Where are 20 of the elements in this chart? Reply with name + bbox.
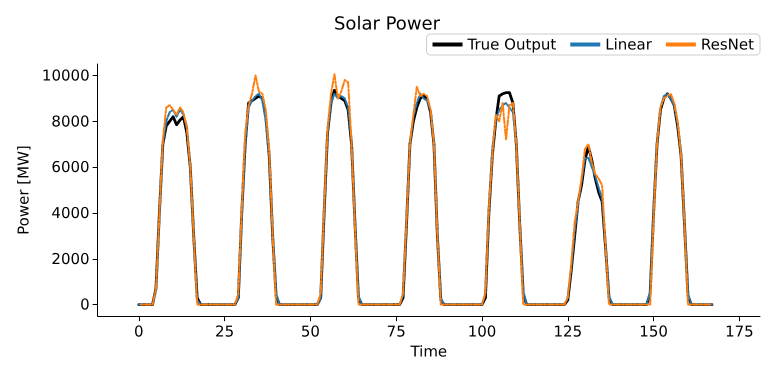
legend-label: True Output bbox=[466, 36, 556, 54]
x-tick-label: 50 bbox=[300, 322, 320, 341]
chart-title: Solar Power bbox=[334, 14, 441, 34]
x-tick-label: 125 bbox=[553, 322, 582, 341]
y-tick-label: 10000 bbox=[42, 66, 90, 84]
y-axis-title: Power [MW] bbox=[14, 145, 32, 235]
y-tick-label: 8000 bbox=[51, 112, 90, 130]
x-tick-label: 100 bbox=[468, 322, 496, 341]
x-axis-title: Time bbox=[409, 342, 448, 360]
y-tick-label: 0 bbox=[80, 296, 90, 314]
x-tick-label: 175 bbox=[725, 322, 754, 341]
x-tick-label: 75 bbox=[386, 322, 406, 341]
y-tick-label: 6000 bbox=[51, 158, 90, 176]
legend-label: ResNet bbox=[700, 36, 754, 54]
x-tick-label: 25 bbox=[215, 322, 234, 341]
y-tick-label: 4000 bbox=[51, 204, 90, 222]
x-tick-label: 150 bbox=[639, 322, 668, 341]
legend-label: Linear bbox=[605, 36, 653, 54]
y-tick-label: 2000 bbox=[51, 250, 90, 268]
x-tick-label: 0 bbox=[134, 322, 144, 341]
